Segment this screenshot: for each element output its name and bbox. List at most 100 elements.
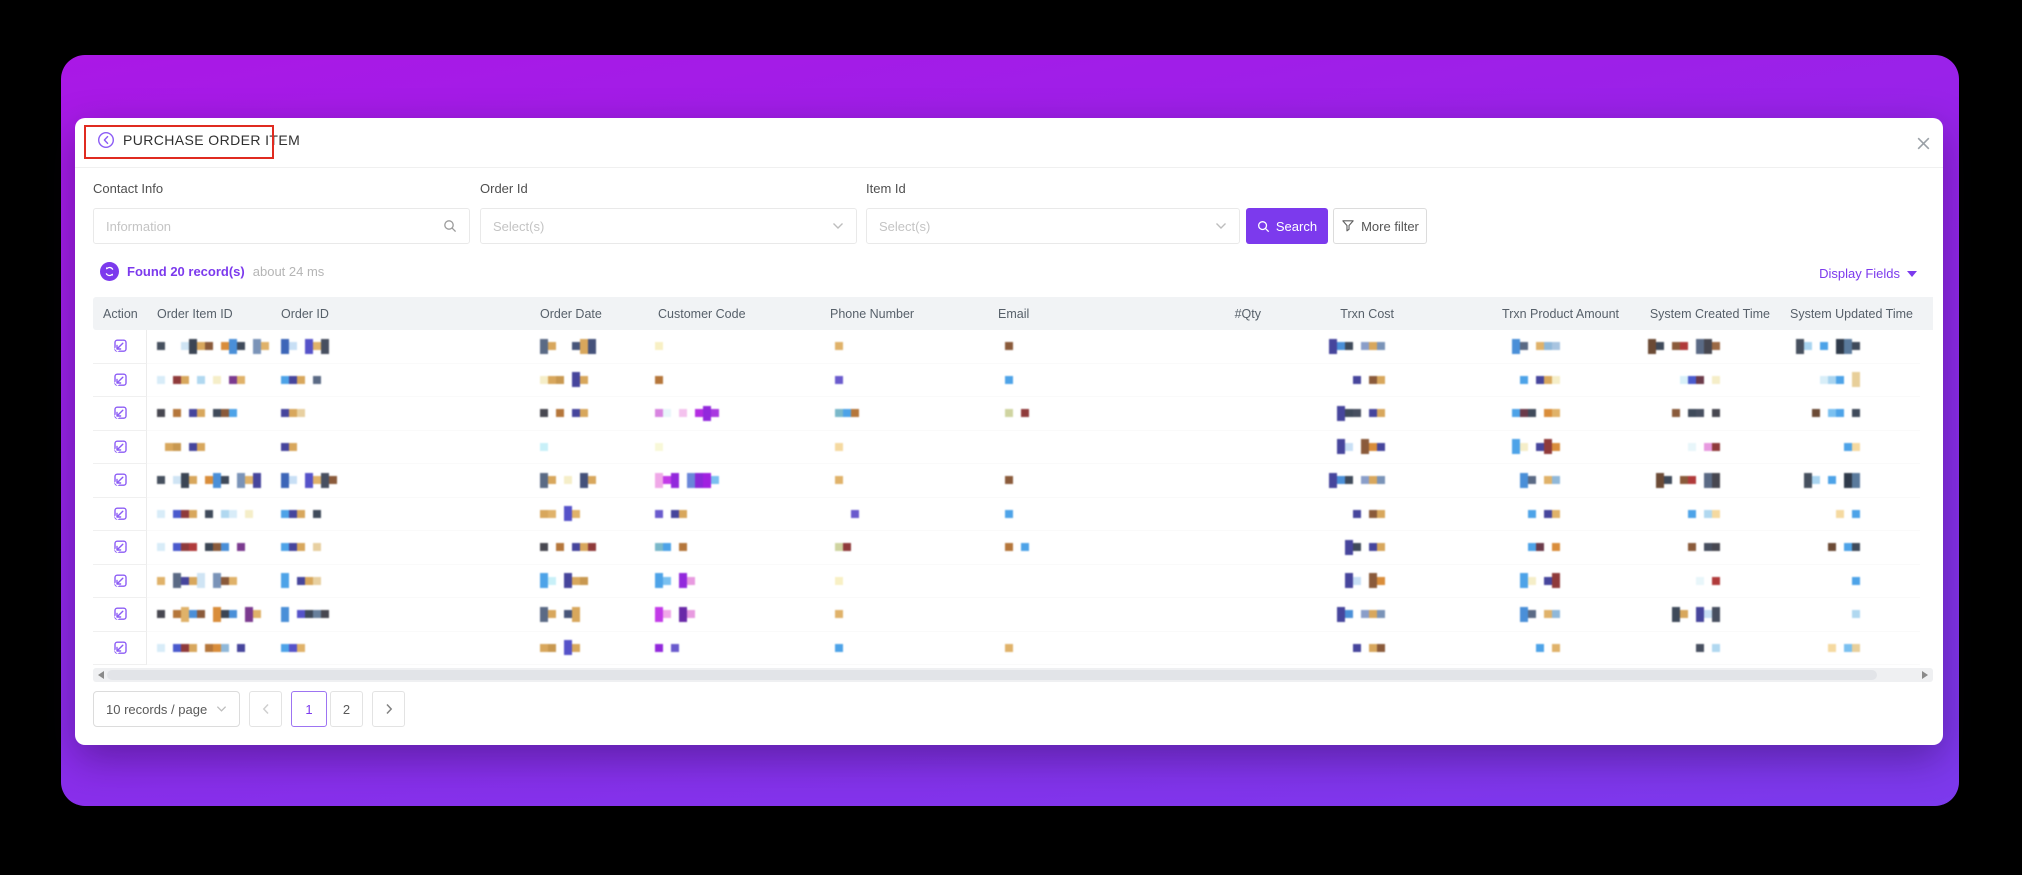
caret-down-icon [1907,270,1917,277]
contact-info-label: Contact Info [93,181,164,196]
table-row [93,631,1933,666]
cell-phone_number [820,397,988,431]
open-record-button[interactable] [93,330,147,364]
close-icon[interactable] [1915,135,1933,153]
cell-email [988,498,1153,532]
cell-system_created_time [1629,498,1780,532]
cell-order_item_id [147,531,271,565]
cell-order_id [271,431,530,465]
cell-email [988,364,1153,398]
cell-trxn_cost [1271,632,1404,666]
cell-trxn_product_amount [1404,364,1629,398]
purchase-order-item-modal: PURCHASE ORDER ITEM Contact Info Order I… [75,118,1943,745]
column-header-email: Email [998,306,1030,321]
open-record-button[interactable] [93,631,147,665]
page-button-2[interactable]: 2 [330,691,363,727]
search-button[interactable]: Search [1246,208,1328,244]
scrollbar-thumb[interactable] [107,670,1877,680]
more-filter-button[interactable]: More filter [1333,208,1427,244]
cell-order_id [271,364,530,398]
cell-phone_number [820,464,988,498]
open-record-button[interactable] [93,464,147,498]
prev-page-button[interactable] [249,691,282,727]
cell-order_id [271,531,530,565]
item-id-select-placeholder: Select(s) [879,218,931,234]
cell-order_date [530,397,648,431]
cell-customer_code [648,598,820,632]
cell-order_date [530,632,648,666]
cell-system_updated_time [1780,364,1920,398]
open-record-button[interactable] [93,363,147,397]
cell-system_updated_time [1780,565,1920,599]
cell-trxn_product_amount [1404,498,1629,532]
back-circle-icon[interactable] [97,131,115,149]
cell-qty [1153,531,1271,565]
cell-system_updated_time [1780,598,1920,632]
cell-order_item_id [147,431,271,465]
open-record-button[interactable] [93,598,147,632]
cell-qty [1153,431,1271,465]
cell-trxn_cost [1271,397,1404,431]
table: Action Order Item ID Order ID Order Date Cus… [93,297,1933,666]
cell-email [988,565,1153,599]
table-row [93,497,1933,532]
cell-customer_code [648,397,820,431]
cell-system_created_time [1629,565,1780,599]
cell-order_id [271,565,530,599]
cell-phone_number [820,431,988,465]
next-page-button[interactable] [372,691,405,727]
column-header-customer_code: Customer Code [658,306,746,321]
chevron-down-icon [1215,222,1227,230]
cell-order_date [530,431,648,465]
page-size-select[interactable]: 10 records / page [93,691,240,727]
cell-order_item_id [147,565,271,599]
sync-icon [100,262,119,281]
column-header-trxn_cost: Trxn Cost [1340,306,1394,321]
table-row [93,397,1933,431]
cell-order_item_id [147,598,271,632]
table-row [93,430,1933,465]
cell-order_item_id [147,330,271,364]
cell-trxn_product_amount [1404,431,1629,465]
cell-qty [1153,498,1271,532]
open-record-button[interactable] [93,430,147,464]
item-id-select[interactable]: Select(s) [866,208,1240,244]
search-icon [443,219,457,233]
display-fields-dropdown[interactable]: Display Fields [1819,266,1917,281]
horizontal-scrollbar[interactable] [93,668,1933,682]
cell-trxn_product_amount [1404,565,1629,599]
cell-order_date [530,598,648,632]
cell-email [988,464,1153,498]
open-record-button[interactable] [93,397,147,431]
cell-order_item_id [147,397,271,431]
cell-order_id [271,598,530,632]
column-header-order_date: Order Date [540,306,602,321]
cell-email [988,531,1153,565]
cell-system_created_time [1629,364,1780,398]
cell-qty [1153,364,1271,398]
cell-order_date [530,464,648,498]
display-fields-label: Display Fields [1819,266,1900,281]
cell-system_created_time [1629,330,1780,364]
funnel-icon [1341,219,1355,233]
table-body [93,330,1933,665]
open-record-button[interactable] [93,564,147,598]
cell-email [988,431,1153,465]
open-record-button[interactable] [93,497,147,531]
scroll-right-arrow-icon[interactable] [1922,671,1928,679]
scroll-left-arrow-icon[interactable] [98,671,104,679]
found-records-text: Found 20 record(s) [127,264,245,279]
cell-order_date [530,364,648,398]
open-record-button[interactable] [93,531,147,565]
contact-info-input[interactable] [106,218,443,234]
cell-order_date [530,565,648,599]
page-button-1[interactable]: 1 [291,691,327,727]
cell-qty [1153,330,1271,364]
table-row [93,598,1933,632]
cell-order_date [530,330,648,364]
search-button-label: Search [1275,218,1318,234]
order-id-select[interactable]: Select(s) [480,208,857,244]
cell-phone_number [820,498,988,532]
cell-system_updated_time [1780,498,1920,532]
